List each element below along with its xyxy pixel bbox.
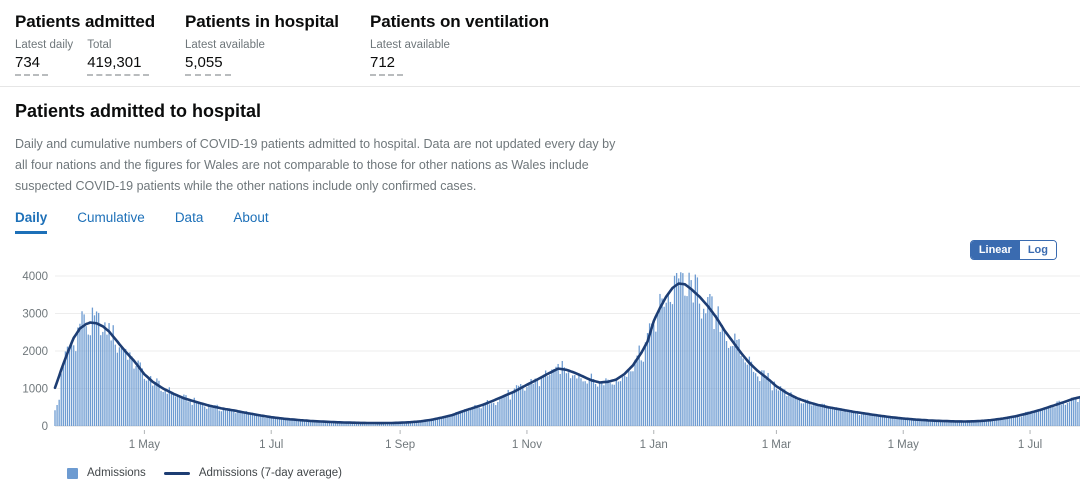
scale-toggle: Linear Log — [969, 240, 1057, 260]
metric-total: Total 419,301 — [87, 39, 150, 76]
legend-item-average: Admissions (7-day average) — [163, 467, 342, 479]
metric-label: Latest available — [185, 39, 265, 51]
legend-label: Admissions — [87, 467, 146, 479]
headline-stats: Patients admitted Latest daily 734 Total… — [0, 0, 1080, 86]
card-tabs: Daily Cumulative Data About — [15, 210, 1065, 234]
svg-text:1000: 1000 — [22, 384, 48, 396]
svg-text:2000: 2000 — [22, 346, 48, 358]
admissions-chart: 0 1000 2000 3000 4000 1 May 1 Jul 1 Sep 1 Nov 1 J… — [22, 271, 1080, 451]
log-scale-button[interactable]: Log — [1019, 241, 1056, 259]
stat-title: Patients on ventilation — [370, 12, 550, 31]
card-description: Daily and cumulative numbers of COVID-19… — [15, 137, 616, 193]
chart-legend: Admissions Admissions (7-day average) — [15, 459, 1065, 479]
svg-text:0: 0 — [42, 421, 48, 433]
admissions-bars — [54, 272, 1080, 426]
stat-title: Patients admitted — [15, 12, 155, 31]
page-title: Patients admitted to hospital — [15, 101, 262, 121]
metric-label: Latest daily — [15, 39, 74, 51]
stat-card-in-hospital: Patients in hospital Latest available 5,… — [185, 12, 370, 76]
linear-scale-button[interactable]: Linear — [970, 241, 1020, 259]
tab-daily[interactable]: Daily — [15, 210, 48, 234]
svg-text:1 May: 1 May — [888, 439, 920, 451]
svg-text:1 Sep: 1 Sep — [385, 439, 415, 451]
svg-text:1 May: 1 May — [129, 439, 161, 451]
metric-label: Latest available — [370, 39, 450, 51]
stat-value: 5,055 — [185, 54, 231, 76]
stat-value: 734 — [15, 54, 49, 76]
svg-text:4000: 4000 — [22, 271, 48, 283]
scale-toggle-row: Linear Log — [15, 240, 1065, 264]
x-axis: 1 May 1 Jul 1 Sep 1 Nov 1 Jan 1 Mar 1 May 1 Jul — [129, 430, 1042, 451]
metric-latest-available: Latest available 5,055 — [185, 39, 370, 76]
metric-latest-available: Latest available 712 — [370, 39, 1065, 76]
stat-title: Patients in hospital — [185, 12, 339, 31]
tab-cumulative[interactable]: Cumulative — [77, 210, 145, 225]
stat-value: 419,301 — [87, 54, 150, 76]
avg-line — [53, 282, 1080, 425]
svg-text:1 Jul: 1 Jul — [259, 439, 283, 451]
svg-text:1 Mar: 1 Mar — [762, 439, 792, 451]
y-grid: 0 1000 2000 3000 4000 — [22, 271, 1080, 433]
section-divider — [0, 86, 1080, 87]
svg-text:3000: 3000 — [22, 309, 48, 321]
tab-about[interactable]: About — [233, 210, 269, 225]
legend-item-admissions: Admissions — [67, 467, 146, 479]
legend-label: Admissions (7-day average) — [198, 467, 342, 479]
bar-swatch-icon — [67, 467, 78, 479]
stat-card-admitted: Patients admitted Latest daily 734 Total… — [15, 12, 185, 76]
line-swatch-icon — [163, 471, 190, 475]
svg-text:1 Nov: 1 Nov — [512, 439, 542, 451]
admissions-card: Patients admitted to hospital Daily and … — [0, 87, 1080, 479]
stat-card-ventilation: Patients on ventilation Latest available… — [370, 12, 1065, 76]
stat-value: 712 — [370, 54, 404, 76]
tab-data[interactable]: Data — [174, 210, 204, 225]
svg-text:1 Jan: 1 Jan — [640, 439, 668, 451]
metric-latest-daily: Latest daily 734 — [15, 39, 73, 76]
metric-label: Total — [87, 39, 112, 51]
svg-text:1 Jul: 1 Jul — [1018, 439, 1042, 451]
